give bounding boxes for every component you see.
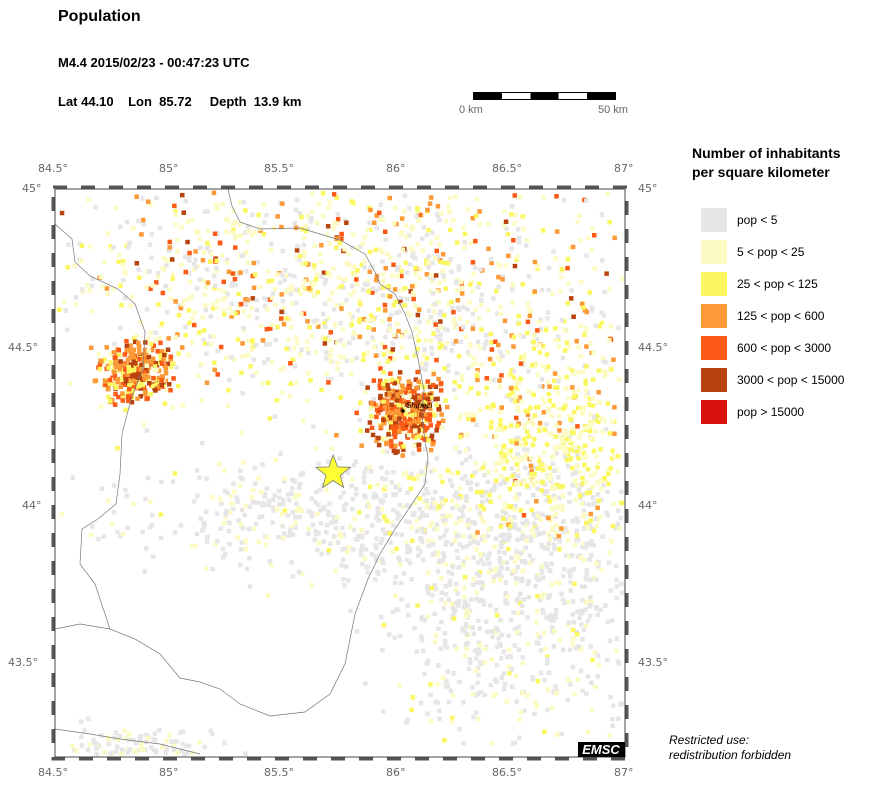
legend-swatch (701, 336, 727, 360)
boundary-line (54, 188, 429, 717)
lon-tick-bottom: 87° (614, 766, 634, 779)
scale-bar (473, 92, 616, 100)
lat-tick-right: 44.5° (638, 341, 668, 354)
legend-title-line2: per square kilometer (692, 164, 830, 180)
lat-tick-right: 43.5° (638, 656, 668, 669)
lon-tick-top: 85° (159, 162, 179, 175)
usage-note: Restricted use: redistribution forbidden (669, 733, 791, 763)
lat-tick-left: 44.5° (8, 341, 38, 354)
usage-note-line1: Restricted use: (669, 733, 750, 747)
legend-label: 600 < pop < 3000 (737, 341, 832, 355)
legend-label: 3000 < pop < 15000 (737, 373, 845, 387)
lon-tick-top: 86° (386, 162, 406, 175)
lon-tick-bottom: 86.5° (492, 766, 522, 779)
legend-swatch (701, 368, 727, 392)
map-frame-dashes (51, 185, 629, 761)
city-marker (401, 409, 405, 413)
lon-tick-bottom: 86° (386, 766, 406, 779)
lon-tick-bottom: 84.5° (38, 766, 68, 779)
legend-label: pop > 15000 (737, 405, 805, 419)
lat-tick-left: 43.5° (8, 656, 38, 669)
legend-item: 5 < pop < 25 (701, 240, 804, 264)
lon-tick-top: 84.5° (38, 162, 68, 175)
population-map: Shihezi EMSC (51, 185, 629, 761)
lat-tick-left: 45° (22, 182, 42, 195)
scale-start-label: 0 km (459, 104, 483, 116)
legend-item: 3000 < pop < 15000 (701, 368, 844, 392)
legend-item: pop < 5 (701, 208, 777, 232)
city-label: Shihezi (406, 401, 432, 410)
legend-item: 25 < pop < 125 (701, 272, 818, 296)
lon-tick-top: 87° (614, 162, 634, 175)
lat-tick-left: 44° (22, 499, 42, 512)
scale-end-label: 50 km (598, 104, 628, 116)
legend-label: 5 < pop < 25 (737, 245, 805, 259)
boundary-line (54, 728, 201, 755)
legend-swatch (701, 400, 727, 424)
legend-item: pop > 15000 (701, 400, 804, 424)
legend-label: 125 < pop < 600 (737, 309, 825, 323)
map-frame (54, 188, 626, 758)
legend-swatch (701, 208, 727, 232)
lon-tick-top: 86.5° (492, 162, 522, 175)
legend-item: 125 < pop < 600 (701, 304, 824, 328)
emsc-credit: EMSC (582, 742, 620, 757)
lon-tick-bottom: 85° (159, 766, 179, 779)
legend-swatch (701, 240, 727, 264)
legend-label: pop < 5 (737, 213, 778, 227)
usage-note-line2: redistribution forbidden (669, 748, 792, 762)
event-info: M4.4 2015/02/23 - 00:47:23 UTC (58, 55, 250, 70)
page-title: Population (58, 8, 141, 25)
epicenter-star-icon (314, 453, 352, 489)
boundary-line (54, 223, 146, 630)
lon-tick-bottom: 85.5° (264, 766, 294, 779)
legend-label: 25 < pop < 125 (737, 277, 818, 291)
legend-item: 600 < pop < 3000 (701, 336, 831, 360)
legend-title: Number of inhabitants per square kilomet… (692, 144, 862, 182)
population-density-layer (57, 190, 625, 757)
lon-tick-top: 85.5° (264, 162, 294, 175)
location-info: Lat 44.10 Lon 85.72 Depth 13.9 km (58, 94, 302, 109)
legend-swatch (701, 272, 727, 296)
legend-title-line1: Number of inhabitants (692, 145, 841, 161)
lat-tick-right: 44° (638, 499, 658, 512)
lat-tick-right: 45° (638, 182, 658, 195)
legend-swatch (701, 304, 727, 328)
